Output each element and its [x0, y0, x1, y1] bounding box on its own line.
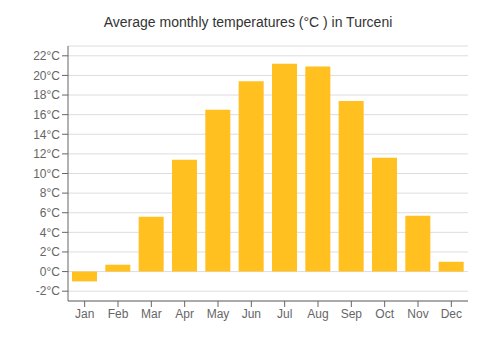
svg-text:Dec: Dec [441, 307, 462, 321]
svg-text:14°C: 14°C [33, 128, 60, 142]
svg-text:8°C: 8°C [40, 186, 60, 200]
svg-text:Jan: Jan [75, 307, 94, 321]
svg-text:16°C: 16°C [33, 108, 60, 122]
svg-text:6°C: 6°C [40, 206, 60, 220]
svg-text:20°C: 20°C [33, 69, 60, 83]
svg-text:Apr: Apr [175, 307, 194, 321]
svg-text:Sep: Sep [341, 307, 363, 321]
svg-text:Aug: Aug [307, 307, 328, 321]
svg-text:Jun: Jun [242, 307, 261, 321]
svg-text:-2°C: -2°C [36, 284, 60, 298]
svg-text:2°C: 2°C [40, 245, 60, 259]
svg-text:Nov: Nov [407, 307, 428, 321]
svg-text:Mar: Mar [141, 307, 162, 321]
svg-text:Oct: Oct [375, 307, 394, 321]
svg-text:10°C: 10°C [33, 167, 60, 181]
svg-text:12°C: 12°C [33, 147, 60, 161]
svg-text:Jul: Jul [277, 307, 292, 321]
svg-text:4°C: 4°C [40, 226, 60, 240]
svg-text:18°C: 18°C [33, 88, 60, 102]
svg-text:May: May [207, 307, 230, 321]
svg-text:22°C: 22°C [33, 49, 60, 63]
html-text:Average monthly temperatures (: Average monthly temperatures (°C ) in Tu… [103, 14, 393, 30]
svg-text:0°C: 0°C [40, 265, 60, 279]
svg-text:Feb: Feb [108, 307, 129, 321]
